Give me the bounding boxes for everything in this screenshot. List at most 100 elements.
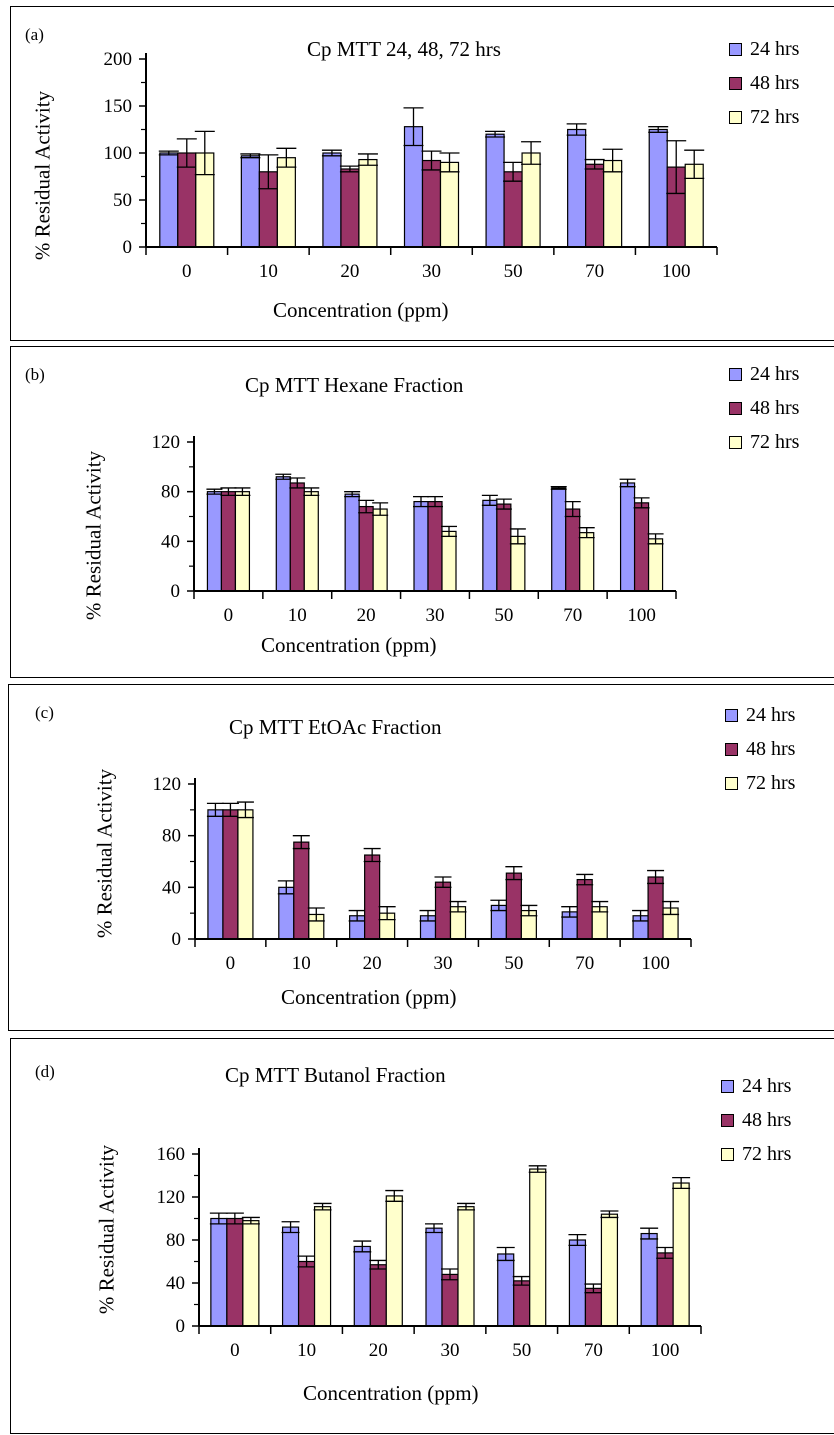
x-tick-label: 0 xyxy=(182,261,192,282)
legend-swatch xyxy=(721,1113,734,1127)
y-tick-label: 40 xyxy=(162,877,181,898)
bar-s48 xyxy=(358,505,374,592)
legend-label: 24 hrs xyxy=(742,1074,792,1097)
bar-s48 xyxy=(505,872,522,940)
y-tick-label: 40 xyxy=(161,531,180,552)
bar-s24 xyxy=(207,809,224,940)
legend-swatch xyxy=(725,742,738,756)
legend-label: 72 hrs xyxy=(746,771,796,794)
bar-s72 xyxy=(441,530,457,592)
legend-item-24: 24 hrs xyxy=(725,698,795,732)
legend-swatch xyxy=(729,435,742,449)
x-tick-label: 50 xyxy=(494,605,513,626)
bar-s48 xyxy=(226,1217,244,1327)
bar-s24 xyxy=(485,133,505,248)
x-axis-title: Concentration (ppm) xyxy=(273,298,449,322)
legend-swatch xyxy=(729,76,742,90)
x-tick-label: 50 xyxy=(504,953,523,974)
legend-swatch xyxy=(729,367,742,381)
x-axis-title: Concentration (ppm) xyxy=(261,633,437,657)
y-tick-label: 120 xyxy=(152,432,181,453)
bar-s48 xyxy=(369,1264,387,1327)
x-tick-label: 20 xyxy=(369,1340,388,1361)
bar-s72 xyxy=(385,1195,403,1327)
x-tick-label: 100 xyxy=(627,605,656,626)
bar-s48 xyxy=(364,854,381,940)
x-tick-label: 10 xyxy=(288,605,307,626)
chart-panel-c: (c) Cp MTT EtOAc Fraction % Residual Act… xyxy=(8,684,834,1031)
x-tick-label: 10 xyxy=(259,261,278,282)
bar-s72 xyxy=(242,1220,260,1327)
legend-swatch xyxy=(725,776,738,790)
y-tick-label: 80 xyxy=(162,826,181,847)
panel-label: (c) xyxy=(35,703,54,722)
legend-swatch xyxy=(729,42,742,56)
bar-s48 xyxy=(222,809,239,940)
legend-swatch xyxy=(725,708,738,722)
bar-s24 xyxy=(482,499,498,592)
bar-s72 xyxy=(234,491,251,592)
legend-label: 48 hrs xyxy=(742,1108,792,1131)
legend-swatch xyxy=(729,401,742,415)
chart-panel-d: (d) Cp MTT Butanol Fraction % Residual A… xyxy=(10,1038,834,1434)
bar-s48 xyxy=(441,1273,459,1327)
legend: 24 hrs 48 hrs 72 hrs xyxy=(729,357,799,459)
x-tick-label: 0 xyxy=(230,1340,240,1361)
x-tick-label: 70 xyxy=(563,605,582,626)
bar-s48 xyxy=(220,491,237,592)
plot-area: 0 50 100 150 200 0 10 20 30 50 70 100 xyxy=(104,49,718,282)
bar-s48 xyxy=(513,1280,531,1327)
bar-s48 xyxy=(496,503,512,592)
bar-s72 xyxy=(457,1206,475,1327)
bar-s48 xyxy=(585,163,605,248)
legend-label: 24 hrs xyxy=(750,362,800,385)
legend-item-24: 24 hrs xyxy=(721,1069,791,1103)
bar-s24 xyxy=(344,493,360,592)
panel-label: (b) xyxy=(25,365,45,384)
y-tick-label: 0 xyxy=(172,929,182,950)
bar-s72 xyxy=(600,1213,619,1327)
y-tick-label: 100 xyxy=(104,143,133,164)
bar-s48 xyxy=(340,168,360,248)
chart-title: Cp MTT Hexane Fraction xyxy=(245,373,464,397)
chart-panel-b: (b) Cp MTT Hexane Fraction % Residual Ac… xyxy=(10,346,834,678)
x-tick-label: 70 xyxy=(585,261,604,282)
bar-s24 xyxy=(210,1217,228,1327)
bar-s72 xyxy=(303,491,319,592)
legend-item-48: 48 hrs xyxy=(721,1103,791,1137)
legend-label: 48 hrs xyxy=(746,737,796,760)
bar-s48 xyxy=(434,881,452,940)
bar-s72 xyxy=(579,532,595,592)
chart-title: Cp MTT Butanol Fraction xyxy=(225,1063,446,1087)
x-tick-label: 10 xyxy=(292,953,311,974)
x-tick-label: 30 xyxy=(426,605,445,626)
bar-s72 xyxy=(276,157,296,248)
x-tick-label: 100 xyxy=(641,953,670,974)
plot-area: 0 40 80 120 160 0 10 20 30 50 70 100 xyxy=(157,1144,702,1361)
plot-area: 0 40 80 120 0 10 20 30 50 70 100 xyxy=(152,432,677,626)
bar-s24 xyxy=(278,886,295,940)
y-tick-label: 160 xyxy=(157,1144,186,1165)
y-tick-label: 120 xyxy=(153,774,182,795)
bar-s72 xyxy=(313,1206,332,1327)
x-tick-label: 30 xyxy=(422,261,441,282)
x-tick-label: 100 xyxy=(651,1340,680,1361)
bar-s24 xyxy=(568,1239,587,1327)
bar-s24 xyxy=(551,487,567,592)
bar-s48 xyxy=(503,171,523,248)
x-tick-label: 50 xyxy=(504,261,523,282)
bar-s24 xyxy=(640,1232,658,1327)
chart-title: Cp MTT EtOAc Fraction xyxy=(229,715,442,739)
chart-panel-a: (a) Cp MTT 24, 48, 72 hrs % Residual Act… xyxy=(10,6,834,341)
bar-s24 xyxy=(281,1226,300,1327)
x-axis-title: Concentration (ppm) xyxy=(303,1381,479,1405)
legend-swatch xyxy=(721,1147,734,1161)
x-tick-label: 10 xyxy=(297,1340,316,1361)
y-tick-label: 0 xyxy=(176,1316,186,1337)
bar-s24 xyxy=(567,128,587,248)
bar-s48 xyxy=(421,159,442,248)
legend-label: 24 hrs xyxy=(746,703,796,726)
y-tick-label: 120 xyxy=(157,1187,186,1208)
x-tick-label: 20 xyxy=(357,605,376,626)
y-tick-label: 40 xyxy=(166,1273,185,1294)
